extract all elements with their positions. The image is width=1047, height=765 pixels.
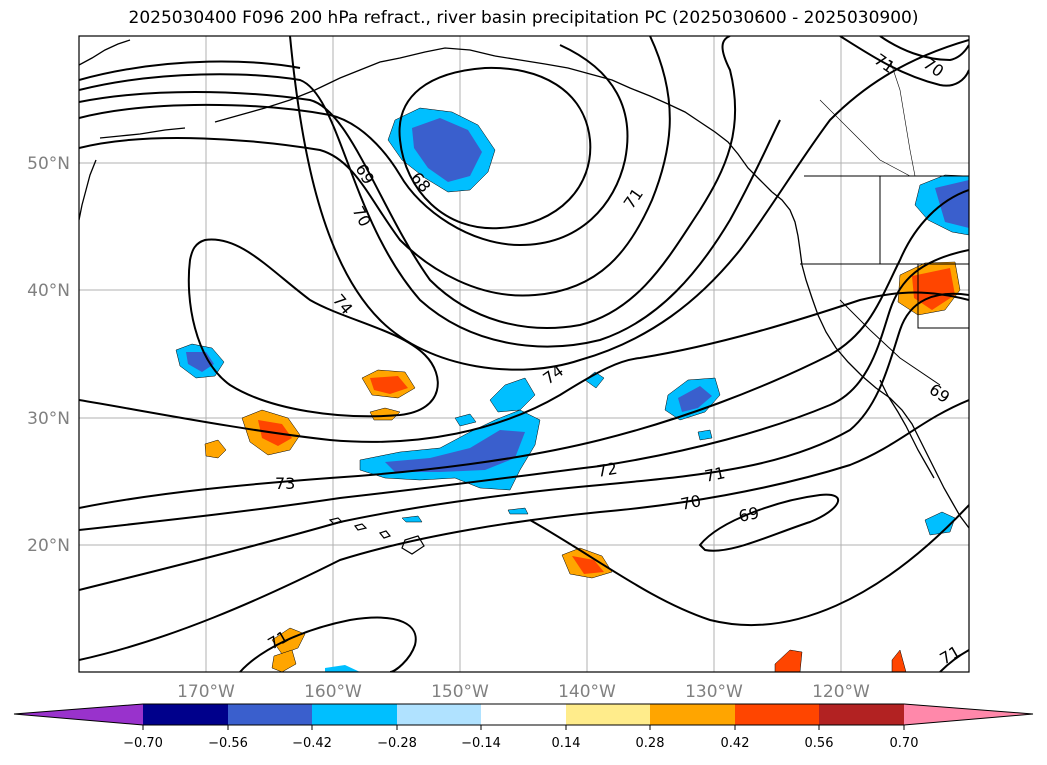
- lon-label: 120°W: [812, 682, 870, 702]
- contour-west-closed: [187, 238, 439, 418]
- latitude-labels: 50°N 40°N 30°N 20°N: [27, 154, 70, 556]
- lat-label: 50°N: [27, 154, 70, 174]
- colorbar-ticks: [142, 725, 905, 730]
- contour-bottom-right: [939, 649, 969, 672]
- colorbar-tick-label: −0.56: [208, 736, 248, 751]
- colorbar: −0.70 −0.56 −0.42 −0.28 −0.14 0.14 0.28 …: [13, 703, 1034, 751]
- colorbar-tick-label: 0.28: [636, 736, 665, 751]
- anomaly-blob-subtropical-core: [572, 556, 604, 574]
- colorbar-tick-label: −0.42: [292, 736, 332, 751]
- map-title: 2025030400 F096 200 hPa refract., river …: [128, 8, 919, 28]
- anomaly-blob-small-blue-3: [584, 371, 605, 389]
- contour-70: [79, 36, 671, 297]
- lat-label: 30°N: [27, 409, 70, 429]
- anomaly-blob-mexico: [924, 511, 956, 536]
- lon-label: 170°W: [177, 682, 235, 702]
- contour-bottom-left: [239, 616, 417, 672]
- contour-69-band: [529, 504, 969, 627]
- contour-71-band: [79, 292, 969, 591]
- contour-71: [79, 36, 737, 329]
- contour-73: [79, 60, 301, 81]
- colorbar-tick-label: 0.14: [552, 736, 581, 751]
- anomaly-blob-east-pacific-core: [678, 386, 712, 412]
- anomaly-blob-bottom-blue: [325, 665, 360, 672]
- contour-top-right: [839, 36, 969, 87]
- colorbar-bin: [228, 704, 312, 725]
- map-panel: [79, 36, 969, 672]
- colorbar-bin: [481, 704, 566, 725]
- anomaly-blob-bottom-left-2: [271, 649, 297, 672]
- anomaly-blob-bottom-left: [271, 627, 306, 655]
- contour-73-band: [79, 189, 969, 509]
- lon-label: 160°W: [304, 682, 362, 702]
- anomaly-blob-small-blue-2: [507, 507, 529, 515]
- lon-label: 130°W: [685, 682, 743, 702]
- colorbar-bin: [819, 704, 904, 725]
- colorbar-extend-right: [904, 704, 1033, 725]
- colorbar-tick-label: −0.70: [123, 736, 163, 751]
- colorbar-bin: [312, 704, 397, 725]
- anomaly-blob-orange-small-west: [204, 439, 227, 459]
- map-frame: [78, 35, 970, 673]
- refractivity-contours: [79, 36, 969, 672]
- colorbar-tick-label: 0.56: [805, 736, 834, 751]
- anomaly-blob-pnw-core: [935, 180, 969, 228]
- colorbar-tick-label: −0.14: [461, 736, 501, 751]
- anomaly-blob-small-blue: [401, 515, 423, 523]
- coastlines: [79, 39, 969, 529]
- lon-label: 140°W: [558, 682, 616, 702]
- lat-label: 40°N: [27, 281, 70, 301]
- contour-label: 69: [737, 503, 761, 526]
- contour-68-low: [398, 66, 592, 230]
- anomaly-blob-gulf-alaska-core: [412, 118, 482, 182]
- anomaly-blob-mid-pacific-north: [489, 377, 536, 413]
- colorbar-tick-label: 0.70: [890, 736, 919, 751]
- anomaly-blob-small-blue-4: [697, 429, 713, 441]
- colorbar-bin: [397, 704, 481, 725]
- colorbar-bin: [566, 704, 650, 725]
- contour-label: 73: [275, 474, 295, 493]
- colorbar-bin: [735, 704, 819, 725]
- anomaly-blob-bottom-right: [774, 649, 803, 672]
- anomaly-blob-small-blue-5: [454, 413, 477, 427]
- lon-label: 150°W: [431, 682, 489, 702]
- colorbar-bin: [143, 704, 228, 725]
- colorbar-extend-left: [14, 704, 143, 725]
- contour-label: 71: [703, 463, 727, 486]
- contour-72-band: [79, 249, 969, 531]
- contour-74: [289, 36, 969, 371]
- hawaii-islands: [328, 517, 425, 555]
- longitude-labels: 170°W 160°W 150°W 140°W 130°W 120°W: [177, 682, 870, 702]
- contour-70-band: [79, 399, 969, 661]
- lat-label: 20°N: [27, 536, 70, 556]
- anomaly-blob-bottom-right-2: [891, 649, 907, 672]
- anomaly-blob-orange-mid-core: [370, 376, 408, 394]
- colorbar-bin: [650, 704, 735, 725]
- contour-label: 70: [679, 491, 703, 514]
- contour-69: [79, 44, 629, 247]
- colorbar-tick-label: −0.28: [377, 736, 417, 751]
- political-borders: [800, 175, 969, 386]
- contour-top-right-2: [879, 36, 969, 62]
- contour-72: [79, 73, 781, 348]
- contour-74-band: [79, 291, 969, 443]
- colorbar-tick-label: 0.42: [721, 736, 750, 751]
- contour-label: 72: [595, 459, 618, 481]
- contour-69-closed: [698, 493, 840, 552]
